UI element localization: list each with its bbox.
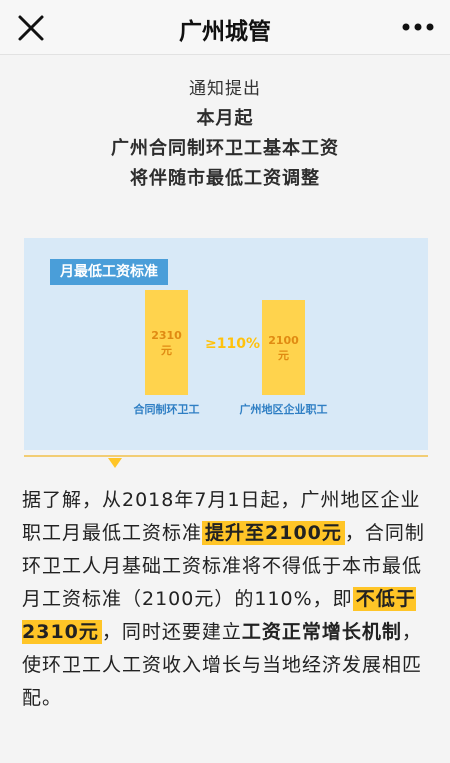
headline: 通知提出 本月起 广州合同制环卫工基本工资 将伴随市最低工资调整: [0, 74, 450, 194]
body-text: 据了解，从2018年7月1日起，广州地区企业职工月最低工资标准: [22, 489, 421, 544]
bold-text: 工资正常增长机制: [241, 621, 402, 643]
body-text: ，合同制环卫工人月基础工资标准将不得低于本市最低月工资标准（2100元）的110…: [22, 522, 425, 610]
more-dots-icon[interactable]: [400, 14, 436, 40]
bar-value-label: 2100 元: [268, 334, 299, 362]
ratio-annotation: ≥110%: [205, 336, 260, 352]
divider-arrow-icon: [24, 455, 428, 468]
page-title: 广州城管: [179, 19, 271, 45]
article-paragraph: 据了解，从2018年7月1日起，广州地区企业职工月最低工资标准 提升至2100元，…: [22, 484, 432, 715]
chart-title: 月最低工资标准: [50, 259, 168, 285]
bar-category-label: 合同制环卫工: [133, 403, 200, 416]
body-text: ，使环卫工人工资收入增长与当地经济发展相匹配。: [22, 621, 423, 709]
chart-bar: [145, 290, 188, 395]
headline-line: 广州合同制环卫工基本工资: [111, 138, 339, 159]
nav-bar: 广州城管: [0, 0, 450, 55]
bar-value-label: 2310 元: [151, 329, 182, 357]
close-icon[interactable]: [14, 11, 48, 45]
body-text: ，同时还要建立: [101, 621, 242, 643]
wage-infographic: 月最低工资标准 ≥110% 2310 元合同制环卫工 2100 元广州地区企业职工: [24, 238, 428, 450]
highlight-text: 提升至2100元: [202, 521, 345, 545]
bar-category-label: 广州地区企业职工: [239, 403, 328, 416]
headline-line: 本月起: [196, 108, 254, 129]
headline-line: 将伴随市最低工资调整: [130, 168, 320, 189]
chart-bar: [262, 300, 305, 395]
headline-intro: 通知提出: [189, 79, 261, 99]
